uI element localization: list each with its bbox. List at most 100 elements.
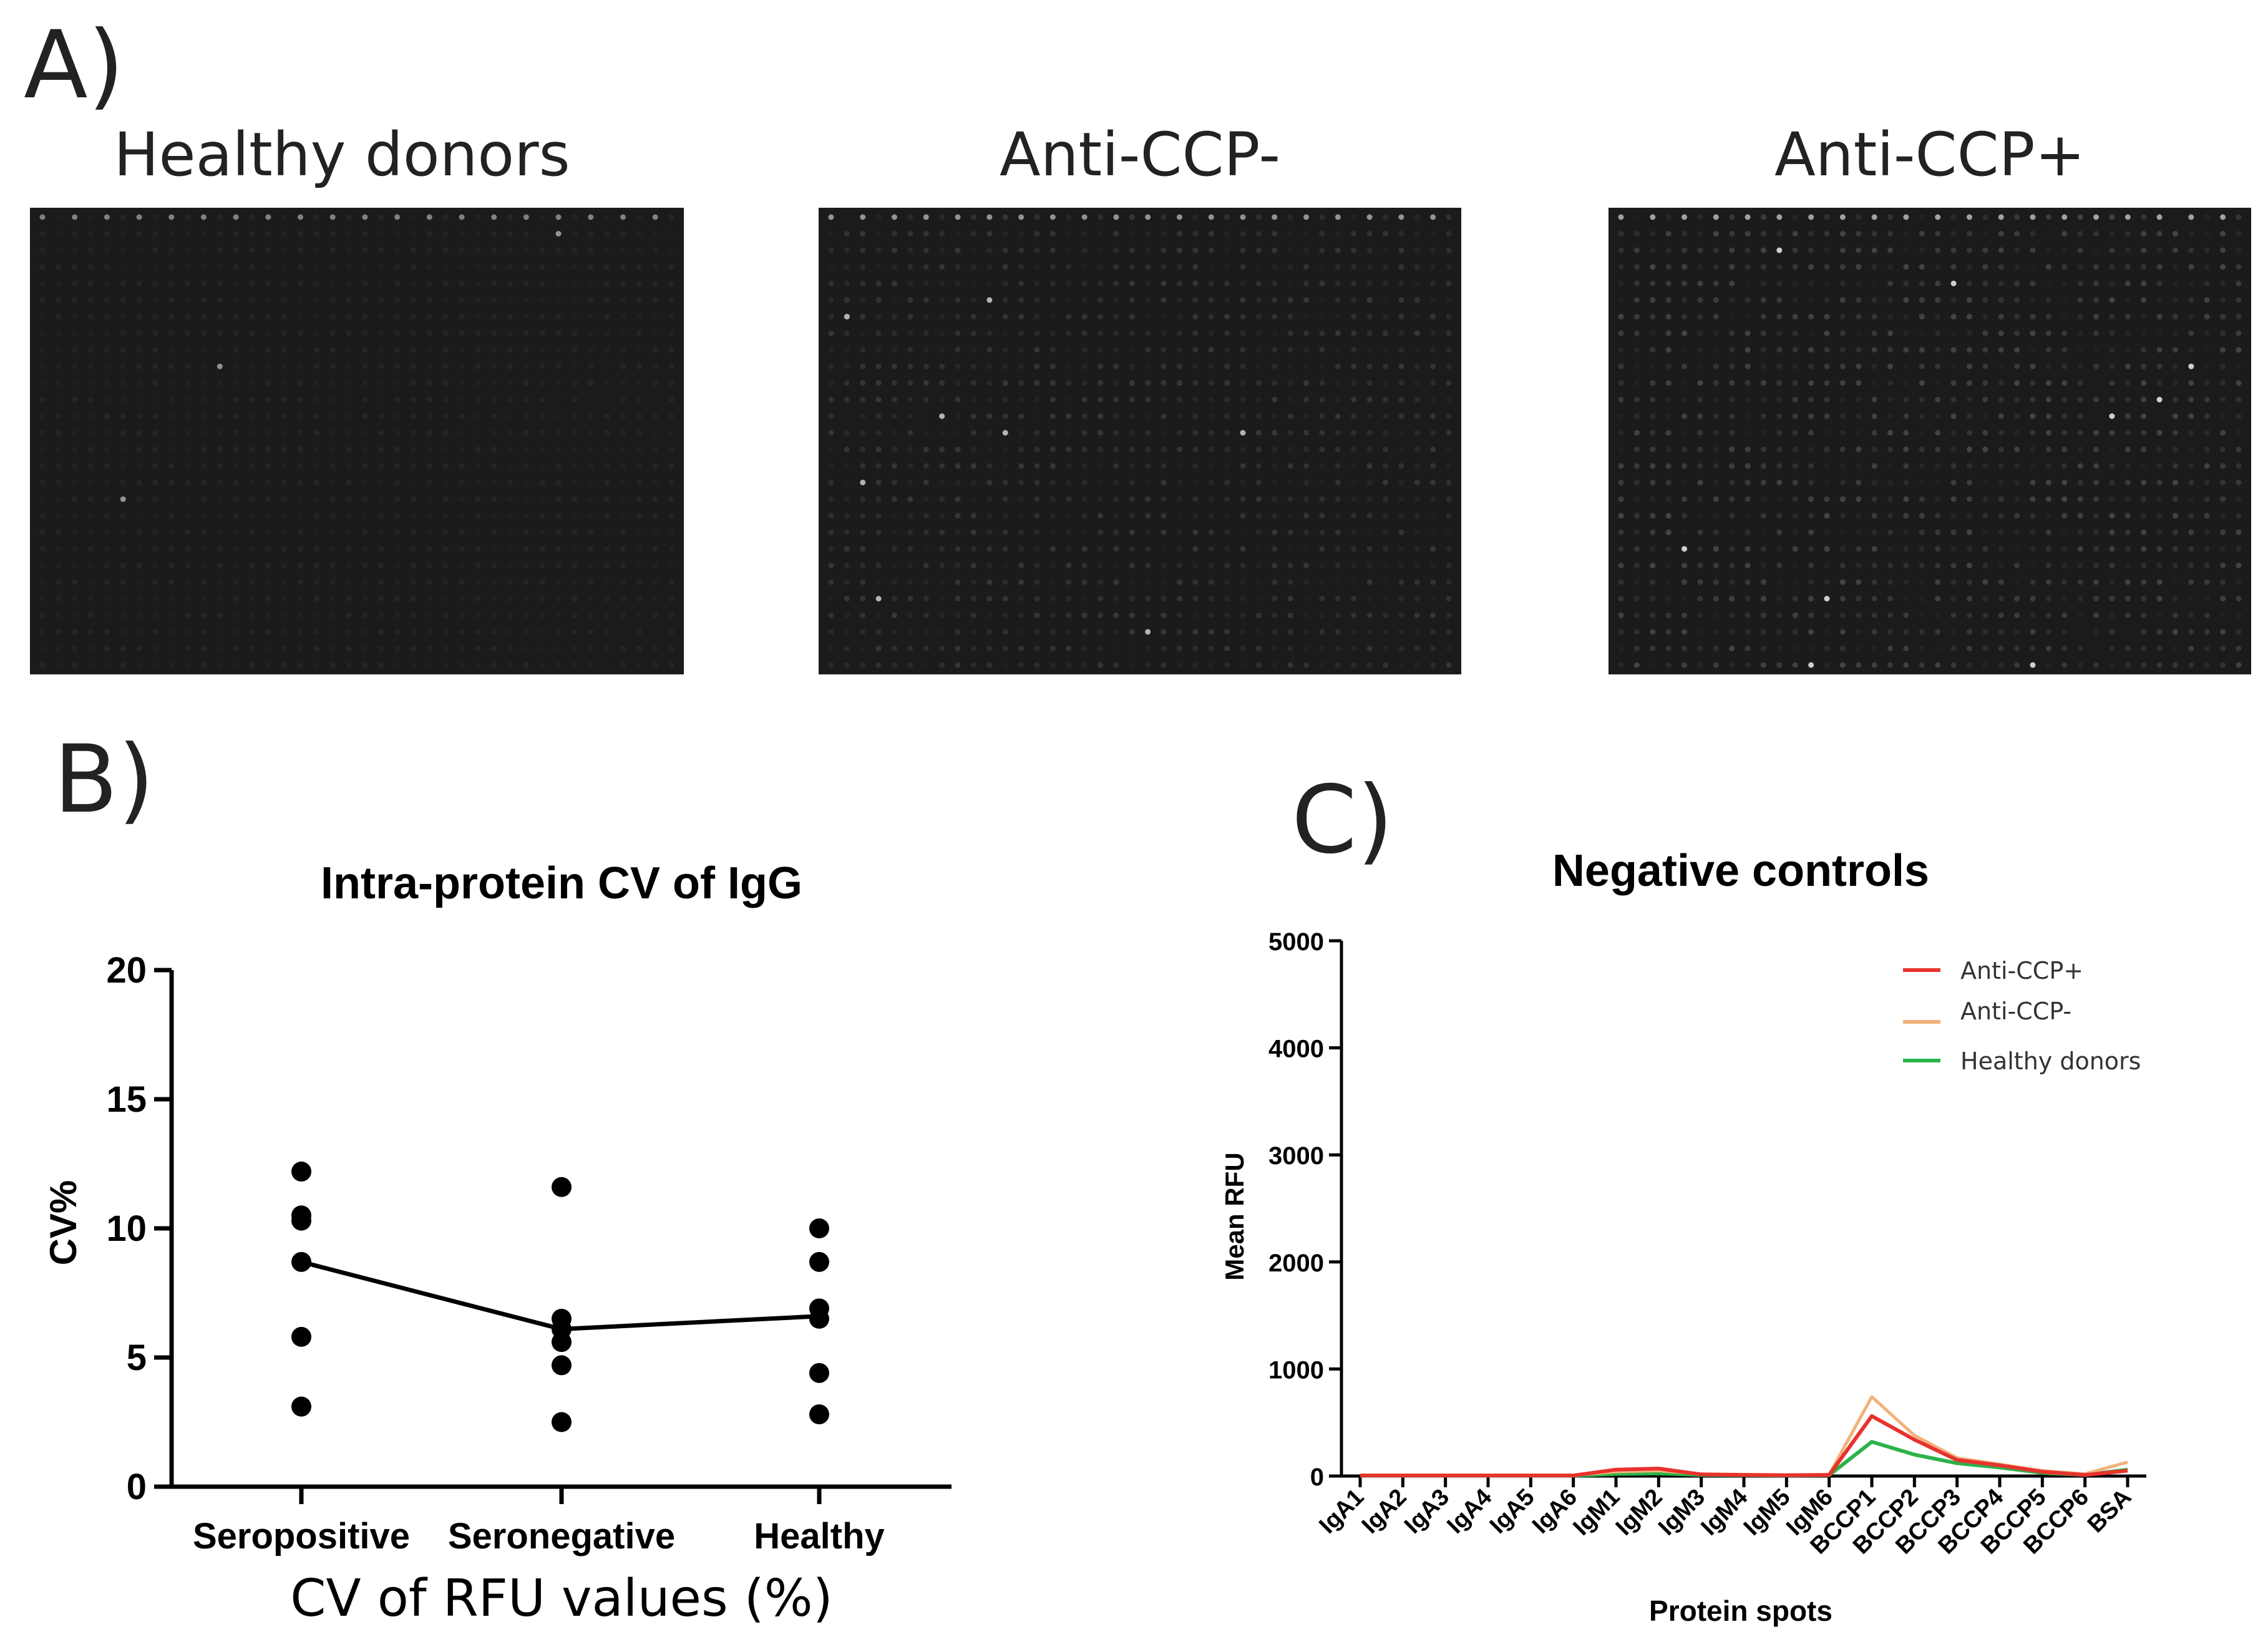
array-spot <box>844 645 850 651</box>
array-spot <box>523 596 529 602</box>
array-spot <box>2188 479 2194 485</box>
array-spot <box>104 629 110 635</box>
array-spot <box>1903 264 1909 270</box>
array-spot <box>168 413 175 419</box>
array-spot <box>1966 380 1972 386</box>
array-spot <box>1335 463 1341 469</box>
array-spot <box>1081 314 1088 320</box>
array-spot <box>875 297 882 303</box>
chart-c-ytick-label: 0 <box>1310 1464 1324 1491</box>
array-spot <box>2077 231 2083 237</box>
array-spot <box>875 645 882 651</box>
array-spot <box>265 513 271 519</box>
array-spot <box>200 513 207 519</box>
array-spot <box>1650 280 1656 286</box>
array-spot <box>1335 496 1341 502</box>
array-spot <box>604 363 610 369</box>
array-spot <box>394 363 401 369</box>
array-spot <box>1650 579 1656 585</box>
array-spot <box>346 264 352 270</box>
array-spot <box>2220 347 2226 353</box>
array-spot <box>1982 546 1988 552</box>
array-spot <box>1776 397 1783 403</box>
array-spot <box>1998 662 2004 668</box>
array-spot <box>1224 330 1230 336</box>
array-spot <box>604 513 610 519</box>
array-spot <box>1618 662 1624 668</box>
array-spot <box>1176 496 1182 502</box>
array-spot <box>217 529 223 535</box>
array-spot <box>1856 231 1862 237</box>
array-spot <box>588 264 594 270</box>
array-spot <box>88 297 94 303</box>
array-spot <box>1633 413 1640 419</box>
array-spot <box>1113 579 1119 585</box>
array-spot <box>2061 629 2068 635</box>
array-spot <box>828 446 834 452</box>
array-spot <box>281 380 288 386</box>
array-spot <box>1066 214 1072 220</box>
array-spot <box>970 579 976 585</box>
array-spot <box>378 214 384 220</box>
array-spot <box>1224 297 1230 303</box>
array-spot <box>1839 297 1846 303</box>
array-spot <box>1161 496 1167 502</box>
array-spot <box>329 513 336 519</box>
array-spot <box>72 496 78 502</box>
array-spot <box>39 363 46 369</box>
array-spot <box>1887 662 1894 668</box>
array-spot <box>1351 231 1357 237</box>
array-spot <box>2236 446 2242 452</box>
array-spot <box>1366 214 1373 220</box>
array-spot <box>1697 413 1703 419</box>
array-spot <box>1414 330 1420 336</box>
array-spot <box>281 413 288 419</box>
array-spot <box>892 496 898 502</box>
array-spot <box>233 463 239 469</box>
panel-c-label: C) <box>1292 766 1394 875</box>
array-spot <box>410 363 416 369</box>
array-spot <box>1665 562 1672 568</box>
array-spot <box>265 264 271 270</box>
array-spot <box>426 463 432 469</box>
array-spot <box>329 645 336 651</box>
array-spot <box>1430 314 1436 320</box>
array-spot <box>1839 562 1846 568</box>
array-spot <box>281 463 288 469</box>
array-spot <box>1303 446 1310 452</box>
array-spot <box>1856 629 1862 635</box>
array-spot <box>168 463 175 469</box>
array-spot <box>2204 596 2210 602</box>
array-spot <box>1618 297 1624 303</box>
array-spot <box>1697 479 1703 485</box>
array-spot <box>475 513 481 519</box>
array-spot <box>1998 214 2004 220</box>
array-spot <box>1919 479 1925 485</box>
array-spot <box>2172 662 2178 668</box>
array-spot <box>56 247 62 253</box>
array-spot <box>523 363 529 369</box>
array-spot <box>362 330 368 336</box>
array-spot <box>844 479 850 485</box>
array-spot <box>860 214 866 220</box>
array-spot <box>2236 264 2242 270</box>
array-spot <box>620 612 626 618</box>
array-spot <box>1729 413 1735 419</box>
array-spot <box>362 380 368 386</box>
array-spot <box>1713 280 1719 286</box>
array-spot <box>1208 347 1214 353</box>
array-spot <box>120 314 126 320</box>
chart-b-xlabel: CV of RFU values (%) <box>290 1569 832 1628</box>
array-spot <box>1129 380 1135 386</box>
array-spot <box>1856 347 1862 353</box>
chart-c-xtick-label: IgA1 <box>1314 1484 1369 1539</box>
array-spot <box>1176 612 1182 618</box>
array-spot <box>2124 513 2131 519</box>
array-spot <box>1430 612 1436 618</box>
array-spot <box>362 247 368 253</box>
array-spot <box>1382 645 1388 651</box>
array-spot <box>249 363 255 369</box>
array-spot <box>217 430 223 436</box>
array-spot <box>313 579 319 585</box>
array-spot <box>1049 612 1056 618</box>
